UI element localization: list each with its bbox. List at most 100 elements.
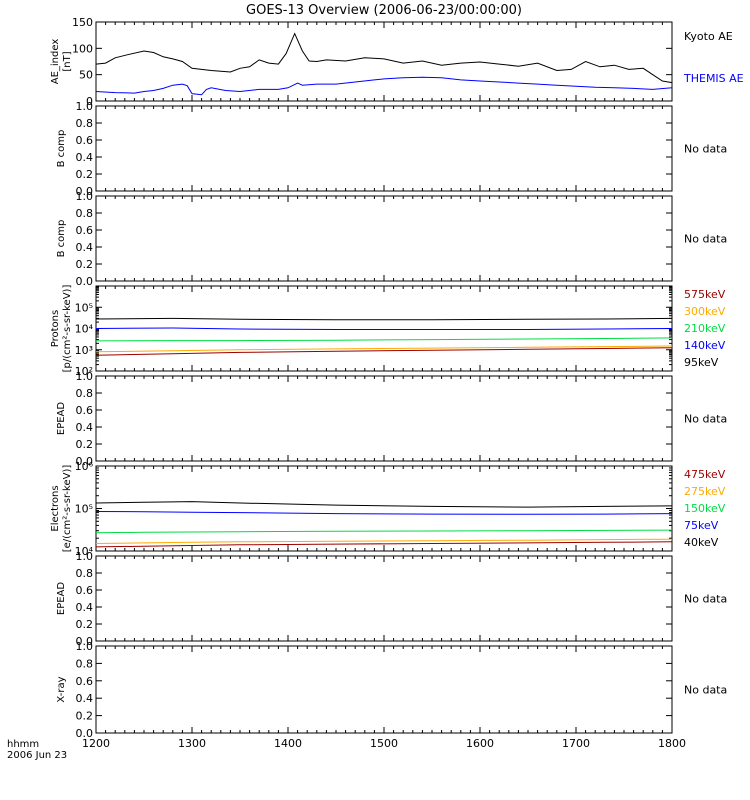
y-tick-label: 0.0 <box>76 185 94 198</box>
y-tick-label: 0.6 <box>76 224 94 237</box>
y-axis-title: EPEAD <box>56 582 67 616</box>
y-axis-title: [nT] <box>62 51 73 71</box>
y-tick-label: 1.0 <box>76 550 94 563</box>
chart-title: GOES-13 Overview (2006-06-23/00:00:00) <box>246 3 522 18</box>
y-tick-label: 0.4 <box>76 692 94 705</box>
panel-frame <box>95 555 673 642</box>
no-data-label: No data <box>684 593 727 606</box>
series-line-475kev <box>95 541 673 548</box>
y-tick-label: 1.0 <box>76 640 94 653</box>
y-tick-label: 0.6 <box>76 404 94 417</box>
panel-b1: 0.0 0.2 0.4 0.6 0.8 1.0 B comp No data <box>56 100 727 198</box>
legend-themis-ae: THEMIS AE <box>683 72 744 85</box>
legend-140kev: 140keV <box>684 339 726 352</box>
panel-epead2: 0.0 0.2 0.4 0.6 0.8 1.0 EPEAD No data <box>56 550 727 648</box>
y-tick-label: 0.4 <box>76 151 94 164</box>
panel-xray: 0.0 0.2 0.4 0.6 0.8 1.0 X-ray No data <box>56 640 727 740</box>
y-tick-label: 0.4 <box>76 241 94 254</box>
series-line-75kev <box>95 511 673 515</box>
x-tick-label: 1500 <box>370 737 398 750</box>
y-tick-label: 10² <box>75 365 93 378</box>
series-line-themis-ae <box>95 76 673 96</box>
legend-210kev: 210keV <box>684 322 726 335</box>
x-tick-label: 1400 <box>274 737 302 750</box>
legend-40kev: 40keV <box>684 536 719 549</box>
y-tick-label: 1.0 <box>76 190 94 203</box>
series-line-kyoto-ae <box>95 32 673 84</box>
y-axis-title: B comp <box>56 220 67 258</box>
y-tick-label: 0.8 <box>76 567 94 580</box>
legend-575kev: 575keV <box>684 288 726 301</box>
legend-75kev: 75keV <box>684 519 719 532</box>
y-tick-label: 150 <box>72 16 93 29</box>
y-tick-label: 10⁵ <box>75 503 93 516</box>
x-tick-label: 1300 <box>178 737 206 750</box>
x-tick-label: 1700 <box>562 737 590 750</box>
no-data-label: No data <box>684 143 727 156</box>
legend-475kev: 475keV <box>684 468 726 481</box>
panel-frame <box>95 375 673 462</box>
y-tick-label: 0.4 <box>76 601 94 614</box>
y-tick-label: 0.8 <box>76 117 94 130</box>
y-tick-label: 10⁴ <box>75 545 94 558</box>
y-tick-label: 0.2 <box>76 168 94 181</box>
y-tick-label: 10⁴ <box>75 323 94 336</box>
y-tick-label: 0.6 <box>76 134 94 147</box>
y-tick-label: 0.2 <box>76 618 94 631</box>
series-line-40kev <box>95 501 673 508</box>
panels-layer: 0 50 100 150 AE_index [nT] Kyoto AE THEMIS AE 0.… <box>50 16 744 740</box>
y-axis-title: [e/(cm²-s-sr-keV)] <box>62 465 73 553</box>
no-data-label: No data <box>684 684 727 697</box>
y-axis-title: B comp <box>56 130 67 168</box>
legend-275kev: 275keV <box>684 485 726 498</box>
legend-300kev: 300keV <box>684 305 726 318</box>
y-tick-label: 0.0 <box>76 727 94 740</box>
y-axis-title: Protons <box>50 310 61 347</box>
y-tick-label: 0.2 <box>76 710 94 723</box>
series-line-275kev <box>95 538 673 544</box>
y-tick-label: 10³ <box>75 344 93 357</box>
y-tick-label: 10⁵ <box>75 301 93 314</box>
panel-frame <box>95 105 673 192</box>
y-tick-label: 0.4 <box>76 421 94 434</box>
x-corner-label-hhmm: hhmm <box>7 739 39 750</box>
y-tick-label: 0.2 <box>76 258 94 271</box>
series-line-300kev <box>95 345 673 353</box>
y-axis-title: [p/(cm²-s-sr-keV)] <box>62 285 73 373</box>
no-data-label: No data <box>684 233 727 246</box>
y-axis-title: Electrons <box>50 485 61 531</box>
y-axis-title: AE_index <box>50 39 61 85</box>
x-tick-label: 1200 <box>82 737 110 750</box>
panel-frame <box>95 465 673 552</box>
x-tick-label: 1800 <box>658 737 686 750</box>
series-line-575kev <box>95 347 673 356</box>
y-tick-label: 0.2 <box>76 438 94 451</box>
panel-frame <box>95 645 673 734</box>
y-tick-label: 0.6 <box>76 584 94 597</box>
y-tick-label: 0.8 <box>76 207 94 220</box>
y-tick-label: 0.0 <box>76 635 94 648</box>
y-tick-label: 0.0 <box>76 275 94 288</box>
y-axis-title: X-ray <box>56 676 67 702</box>
panel-frame <box>95 195 673 282</box>
y-tick-label: 1.0 <box>76 100 94 113</box>
legend-150kev: 150keV <box>684 502 726 515</box>
y-tick-label: 0.0 <box>76 455 94 468</box>
series-line-95kev <box>95 317 673 321</box>
x-axis: 1200 1300 1400 1500 1600 1700 1800 <box>82 737 686 750</box>
y-tick-label: 0.8 <box>76 387 94 400</box>
y-tick-label: 1.0 <box>76 370 94 383</box>
panel-ae: 0 50 100 150 AE_index [nT] Kyoto AE THEMIS AE <box>50 16 744 108</box>
y-tick-label: 0.8 <box>76 657 94 670</box>
y-tick-label: 0.6 <box>76 675 94 688</box>
series-line-140kev <box>95 327 673 330</box>
panel-epead1: 0.0 0.2 0.4 0.6 0.8 1.0 EPEAD No data <box>56 370 727 468</box>
y-tick-label: 0 <box>86 95 93 108</box>
panel-b2: 0.0 0.2 0.4 0.6 0.8 1.0 B comp No data <box>56 190 727 288</box>
legend-95kev: 95keV <box>684 356 719 369</box>
series-line-210kev <box>95 337 673 342</box>
legend-kyoto-ae: Kyoto AE <box>684 30 733 43</box>
x-corner-label-date: 2006 Jun 23 <box>7 750 67 761</box>
y-tick-label: 50 <box>79 69 93 82</box>
